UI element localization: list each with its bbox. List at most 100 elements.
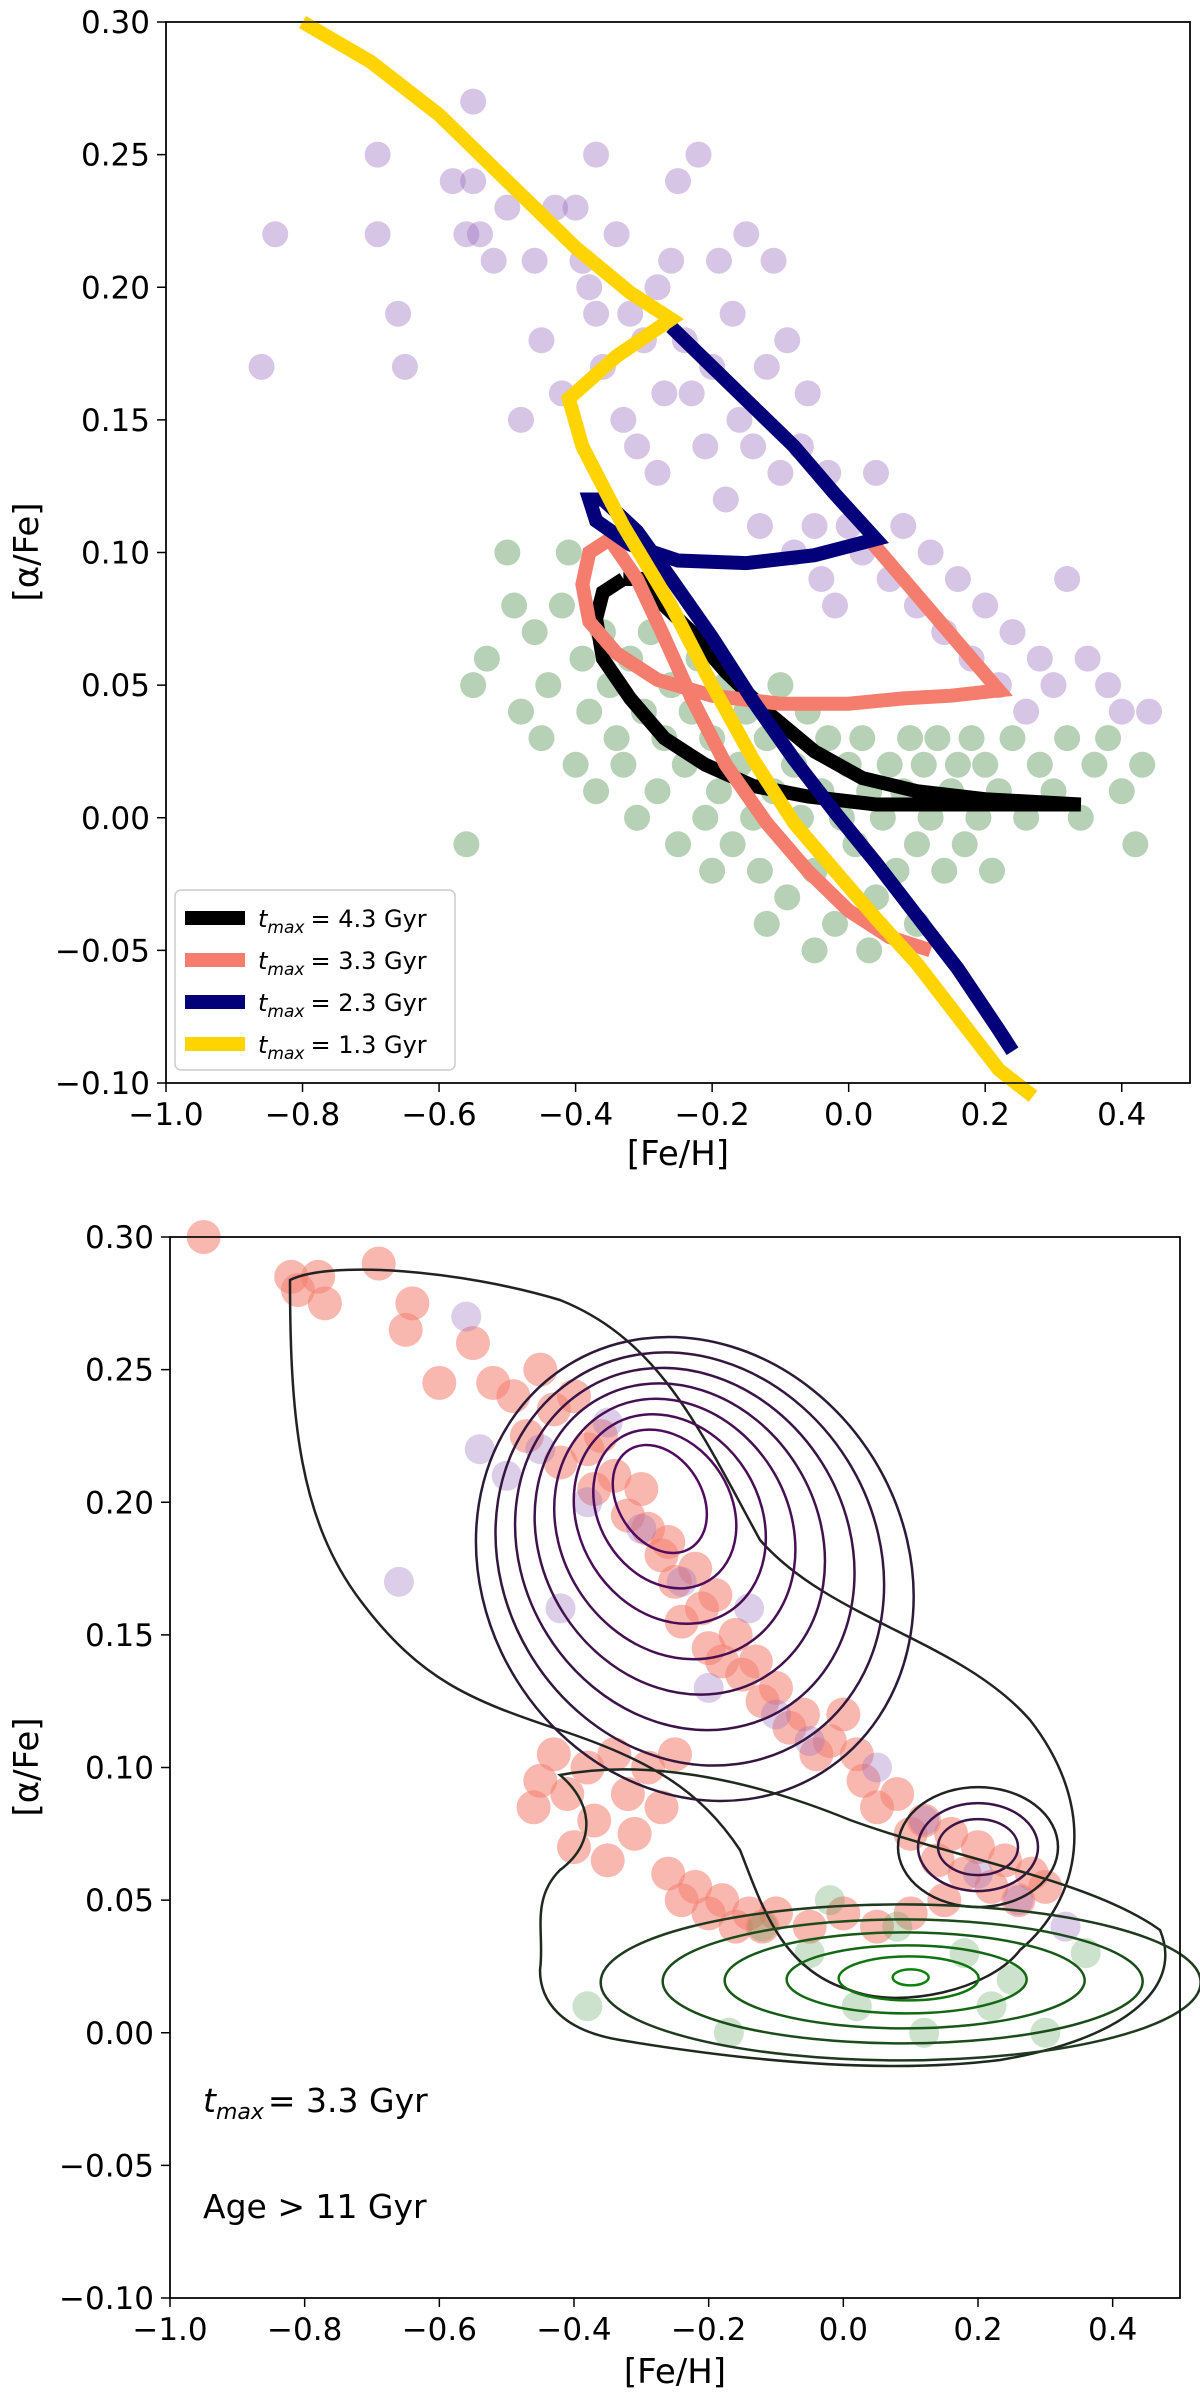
y-ticks: −0.10 −0.05 0.00 0.05 0.10 0.15 0.20 0.25 0.30: [55, 5, 166, 1102]
data-point: [1108, 698, 1135, 725]
data-point: [644, 778, 671, 805]
data-point: [491, 1460, 522, 1491]
data-point: [1074, 645, 1101, 672]
data-point: [543, 1445, 578, 1480]
y-tick-label: 0.20: [81, 270, 150, 306]
data-point: [1129, 751, 1156, 778]
contour-level: [785, 1944, 1028, 2015]
data-point: [624, 1471, 659, 1506]
data-point: [822, 592, 849, 619]
contour-level: [599, 1903, 1200, 2062]
data-point: [562, 751, 589, 778]
contour-level: [916, 1801, 1040, 1893]
x-tick-label: 0.2: [961, 1097, 1010, 1133]
data-point: [678, 1869, 713, 1904]
data-point: [422, 1365, 457, 1400]
y-tick-label: 0.30: [81, 5, 150, 41]
data-point: [1040, 672, 1067, 699]
x-axis-label: [Fe/H]: [624, 2352, 726, 2392]
x-tick-label: −0.8: [265, 1097, 340, 1133]
data-point: [383, 1566, 414, 1597]
data-point: [603, 725, 630, 752]
data-point: [792, 1909, 827, 1944]
data-point: [583, 141, 610, 168]
data-point: [248, 353, 275, 380]
data-point: [746, 512, 773, 539]
data-point: [944, 751, 971, 778]
data-point: [917, 539, 944, 566]
data-point: [610, 1777, 645, 1812]
data-point: [794, 380, 821, 407]
data-point: [774, 884, 801, 911]
model-track-line: [579, 321, 1019, 1055]
data-point: [862, 1752, 892, 1783]
legend-entry: tmax = 4.3 Gyr: [185, 905, 427, 938]
y-tick-label: 0.00: [85, 2016, 154, 2052]
y-tick-label: 0.30: [85, 1220, 154, 1256]
model-track-line: [575, 529, 1013, 958]
data-point: [734, 1593, 765, 1624]
contour-level: [661, 1918, 1144, 2045]
data-point: [548, 592, 575, 619]
panel-bottom: −1.0 −0.8 −0.6 −0.4 −0.2 0.0 0.2 0.4 −0.10 −0.05…: [7, 1220, 1200, 2392]
data-point: [658, 247, 685, 274]
data-point: [759, 1896, 793, 1931]
legend-symbol: t: [258, 905, 269, 933]
data-point: [562, 194, 589, 221]
legend-subscript: max: [267, 1002, 305, 1022]
data-point: [528, 327, 555, 354]
legend-value: = 1.3 Gyr: [310, 1031, 426, 1059]
legend-label-4-3: tmax = 4.3 Gyr: [258, 905, 427, 938]
data-point: [815, 725, 842, 752]
data-point: [785, 1697, 820, 1732]
data-point: [516, 1790, 551, 1825]
data-point: [801, 512, 828, 539]
legend-label-1-3: tmax = 1.3 Gyr: [258, 1031, 427, 1064]
y-tick-label: 0.05: [85, 1883, 154, 1919]
data-point: [464, 1434, 495, 1465]
contour-level: [891, 1968, 930, 1987]
legend-symbol: t: [258, 947, 269, 975]
x-tick-label: −1.0: [128, 1097, 203, 1133]
x-tick-label: 0.2: [953, 2312, 1002, 2348]
data-point: [507, 406, 534, 433]
x-tick-label: −1.0: [132, 2312, 207, 2348]
data-point: [644, 274, 671, 301]
data-point: [826, 1697, 861, 1732]
x-axis-label: [Fe/H]: [627, 1134, 729, 1174]
legend-value: = 4.3 Gyr: [310, 905, 426, 933]
data-point: [456, 1326, 490, 1361]
legend-box: [174, 889, 456, 1071]
y-tick-label: 0.25: [85, 1353, 154, 1389]
data-point: [794, 1725, 825, 1756]
data-point: [364, 141, 391, 168]
data-point: [617, 300, 644, 327]
x-tick-label: −0.6: [401, 1097, 476, 1133]
contour-level: [538, 1768, 1167, 2068]
x-tick-label: 0.4: [1088, 2312, 1137, 2348]
data-point: [753, 910, 780, 937]
data-point: [494, 539, 521, 566]
x-tick-label: 0.4: [1097, 1097, 1146, 1133]
legend-value: = 2.3 Gyr: [310, 989, 426, 1017]
data-point: [395, 1286, 430, 1321]
y-axis-label: [α/Fe]: [7, 1717, 47, 1816]
data-point: [1054, 725, 1081, 752]
x-tick-label: 0.0: [819, 2312, 868, 2348]
contour-level: [474, 1335, 915, 1803]
legend: tmax = 4.3 Gyr tmax = 3.3 Gyr tmax = 2.3 Gy…: [174, 889, 456, 1071]
data-point: [719, 831, 746, 858]
data-point: [841, 1991, 872, 2022]
data-point: [759, 1670, 793, 1705]
data-point: [1122, 831, 1149, 858]
data-point: [460, 672, 487, 699]
data-point: [307, 1286, 342, 1321]
data-point: [974, 1869, 1009, 1904]
y-ticks: −0.10 −0.05 0.00 0.05 0.10 0.15 0.20 0.25 0.30: [59, 1220, 170, 2317]
data-point: [555, 539, 582, 566]
data-point: [460, 168, 487, 195]
legend-label-2-3: tmax = 2.3 Gyr: [258, 989, 427, 1022]
legend-symbol: t: [258, 989, 269, 1017]
data-point: [467, 221, 494, 248]
